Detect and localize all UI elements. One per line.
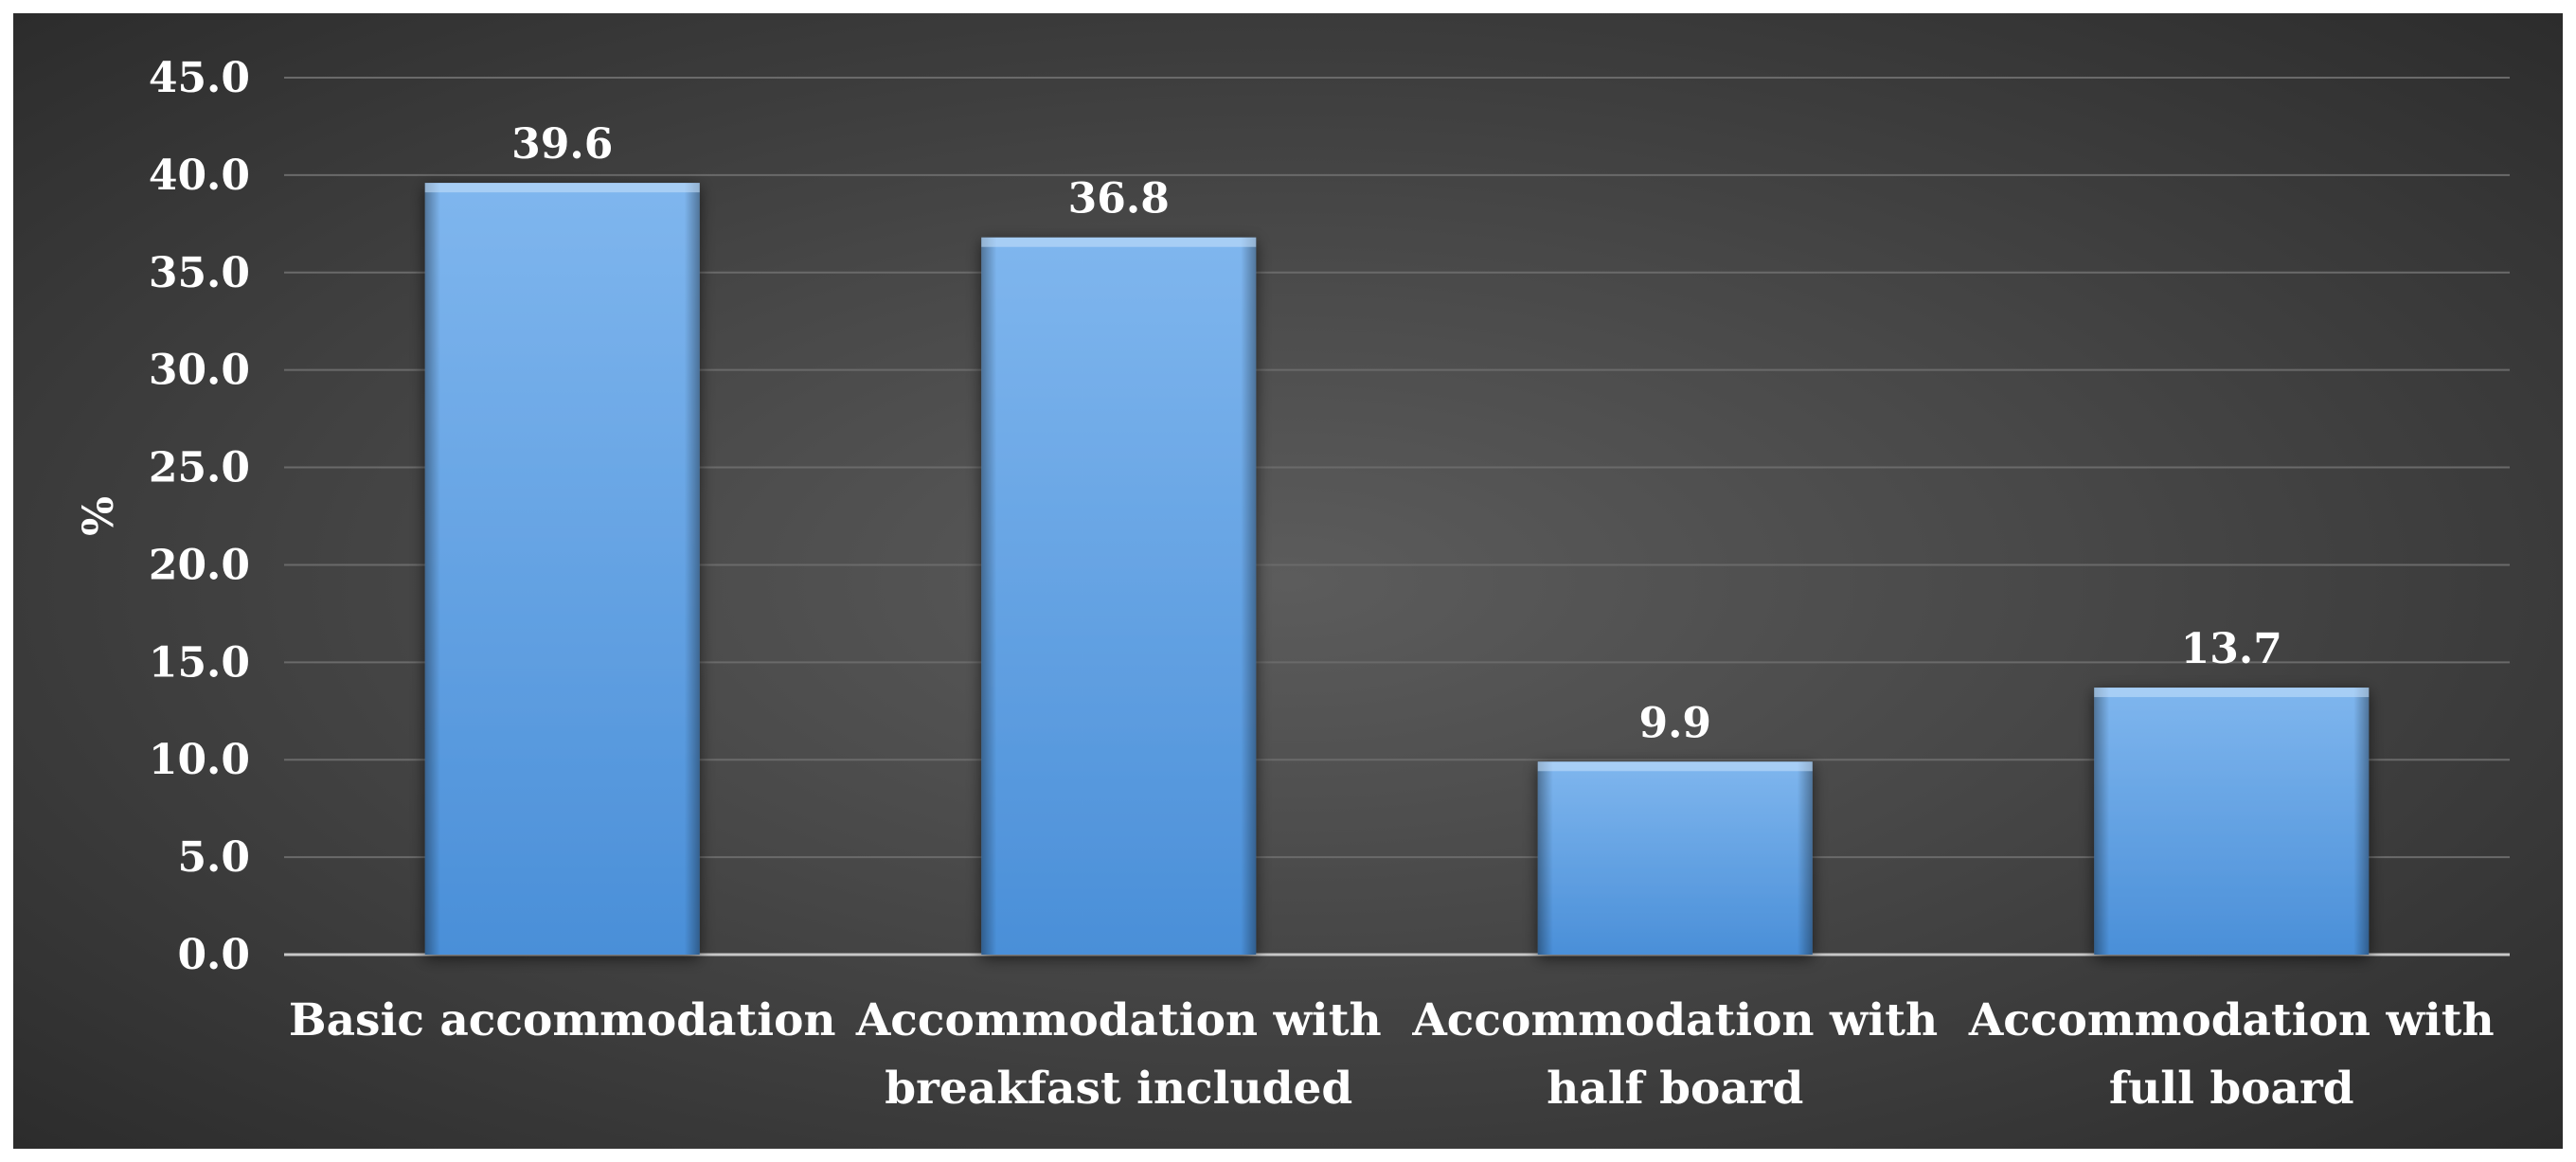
bar-bevel-top: [1537, 761, 1813, 772]
y-tick-label: 20.0: [149, 541, 250, 589]
x-category-label: Basic accommodation: [289, 994, 836, 1046]
y-axis-title: %: [75, 496, 123, 536]
bar-bevel-left: [424, 183, 440, 955]
x-category-label: full board: [2109, 1063, 2354, 1115]
x-category-label: breakfast included: [885, 1063, 1352, 1115]
bar-bevel-top: [981, 237, 1257, 247]
bar-bevel-right: [2353, 688, 2370, 955]
y-tick-label: 25.0: [149, 444, 250, 492]
bar-bevel-right: [1241, 237, 1257, 955]
chart-frame: 0.0 5.0 10.0 15.0 20.0 25.0 30.0 35.0 40.0 45.0 39…: [13, 13, 2563, 1149]
bar: [424, 183, 700, 955]
bar: [1537, 761, 1813, 955]
bar-bevel-left: [2094, 688, 2110, 955]
y-tick-label: 35.0: [149, 249, 250, 297]
bars: [424, 183, 2370, 955]
bar-bevel-right: [684, 183, 700, 955]
bar-group: [2094, 688, 2370, 955]
bar-group: [424, 183, 700, 955]
y-tick-label: 0.0: [177, 931, 250, 979]
bar-bevel-left: [1537, 761, 1553, 955]
y-tick-label: 10.0: [149, 736, 250, 784]
bar-chart: 0.0 5.0 10.0 15.0 20.0 25.0 30.0 35.0 40.0 45.0 39…: [75, 54, 2510, 1115]
x-category-label: Accommodation with: [1411, 994, 1938, 1046]
bar-group: [981, 237, 1257, 955]
bar-bevel-top: [424, 183, 700, 193]
bar-bevel-right: [1797, 761, 1813, 955]
x-category-label: Accommodation with: [855, 994, 1382, 1046]
y-tick-label: 15.0: [149, 638, 250, 687]
data-label: 9.9: [1638, 699, 1711, 747]
y-tick-label: 30.0: [149, 347, 250, 395]
bar-group: [1537, 761, 1813, 955]
data-label: 39.6: [511, 120, 613, 169]
bar-bevel-left: [981, 237, 997, 955]
bar-bevel-top: [2094, 688, 2370, 698]
y-tick-label: 45.0: [149, 54, 250, 102]
x-category-label: half board: [1547, 1063, 1803, 1115]
data-label: 13.7: [2181, 625, 2282, 673]
data-label: 36.8: [1068, 175, 1170, 223]
bar: [981, 237, 1257, 955]
bar: [2094, 688, 2370, 955]
y-tick-label: 40.0: [149, 152, 250, 200]
labels: 0.0 5.0 10.0 15.0 20.0 25.0 30.0 35.0 40.0 45.0 39…: [149, 54, 2495, 1115]
x-category-label: Accommodation with: [1968, 994, 2495, 1046]
y-tick-label: 5.0: [177, 833, 250, 882]
